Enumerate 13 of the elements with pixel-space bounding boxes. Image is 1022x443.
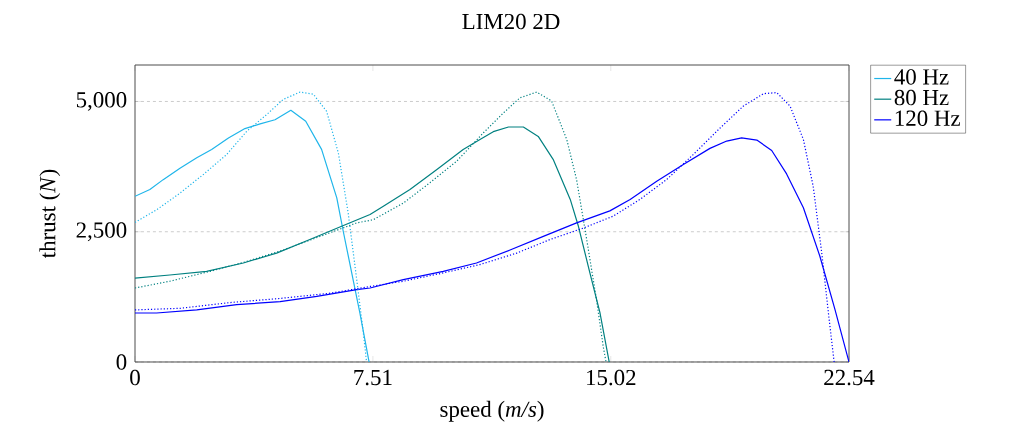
x-axis-title: speed (m/s) xyxy=(440,400,544,422)
legend-label: 120 Hz xyxy=(895,110,960,126)
legend-label: 80 Hz xyxy=(894,89,949,106)
x-tick-label: 22.54 xyxy=(824,369,875,386)
x-tick-label: 7.51 xyxy=(354,369,392,386)
x-tick-label: 15.02 xyxy=(587,369,636,386)
legend-label: 40 Hz xyxy=(894,69,949,85)
y-tick-label: 5,000 xyxy=(76,92,127,111)
y-tick-label: 2,500 xyxy=(76,222,127,242)
y-tick-label: 0 xyxy=(116,354,127,370)
x-tick-label: 0 xyxy=(130,369,140,386)
chart-title: LIM20 2D xyxy=(462,13,560,30)
y-axis-title: thrust (N) xyxy=(39,169,61,259)
